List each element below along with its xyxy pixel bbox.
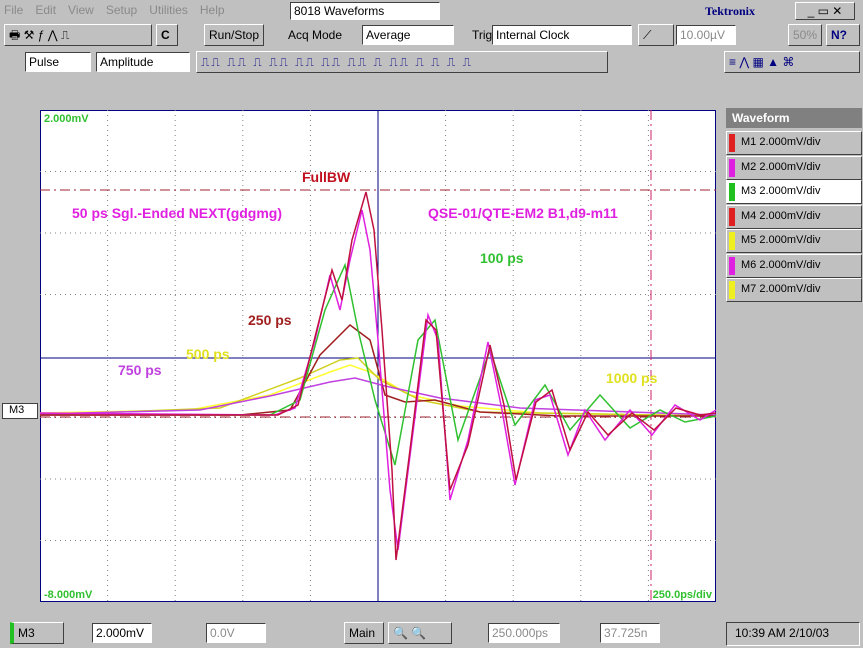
waveform-item[interactable]: M7 2.000mV/div bbox=[726, 278, 862, 302]
menu-item[interactable]: File bbox=[4, 3, 24, 17]
brand: Tektronix bbox=[705, 4, 756, 18]
waveform-item[interactable]: M4 2.000mV/div bbox=[726, 204, 862, 229]
vertical-scale-field[interactable]: 2.000mV bbox=[92, 623, 152, 643]
menu-item[interactable]: Utilities bbox=[149, 3, 188, 17]
slope-button[interactable]: ⟋ bbox=[638, 24, 674, 46]
position-field[interactable]: 37.725n bbox=[600, 623, 660, 643]
bottom-scale-label: -8.000mV bbox=[44, 589, 93, 601]
trig-label: Trig bbox=[472, 28, 493, 42]
zoom-buttons[interactable]: 🔍 🔍 bbox=[388, 622, 452, 644]
label-fullbw: FullBW bbox=[302, 169, 351, 185]
acq-mode-label: Acq Mode bbox=[288, 28, 343, 42]
label-500ps: 500 ps bbox=[186, 346, 230, 362]
color-swatch bbox=[729, 207, 735, 226]
horizontal-scale-field[interactable]: 250.000ps bbox=[488, 623, 560, 643]
label-100ps: 100 ps bbox=[480, 250, 524, 266]
color-swatch bbox=[729, 158, 735, 177]
acq-mode-select[interactable]: Average bbox=[362, 25, 454, 45]
label-250ps: 250 ps bbox=[248, 312, 292, 328]
label-title-left: 50 ps Sgl.-Ended NEXT(gdgmg) bbox=[72, 205, 282, 221]
plot-area: 2.000mV -8.000mV 250.0ps/div FullBW 50 p… bbox=[40, 110, 716, 602]
menu-item[interactable]: Setup bbox=[105, 3, 138, 17]
color-swatch bbox=[729, 256, 735, 275]
channel-marker: M3 bbox=[2, 403, 38, 419]
waveform-fullbw bbox=[40, 191, 716, 561]
waveform-item[interactable]: M5 2.000mV/div bbox=[726, 229, 862, 253]
waveform-750ps bbox=[40, 377, 716, 416]
label-1000ps: 1000 ps bbox=[606, 370, 658, 386]
waveform-item[interactable]: M2 2.000mV/div bbox=[726, 155, 862, 180]
parameter-select[interactable]: Amplitude bbox=[96, 52, 190, 72]
color-swatch bbox=[729, 183, 735, 201]
clock: 10:39 AM 2/10/03 bbox=[726, 622, 860, 646]
waveform-item[interactable]: M3 2.000mV/div bbox=[726, 180, 862, 204]
waveform-250ps bbox=[40, 324, 716, 417]
grid bbox=[40, 110, 716, 602]
waveform-item[interactable]: M1 2.000mV/div bbox=[726, 131, 862, 155]
color-swatch bbox=[729, 134, 735, 152]
color-swatch bbox=[729, 281, 735, 299]
timebase-button[interactable]: Main bbox=[344, 622, 384, 644]
label-750ps: 750 ps bbox=[118, 362, 162, 378]
display-icons[interactable]: ≡ ⋀ ▦ ▲ ⌘ bbox=[724, 51, 860, 73]
waveform-item[interactable]: M6 2.000mV/div bbox=[726, 253, 862, 278]
panel-title: Waveform bbox=[726, 108, 862, 128]
offset-field[interactable]: 0.0V bbox=[206, 623, 266, 643]
window-controls[interactable]: _ ▭ ✕ bbox=[795, 2, 855, 20]
waveform-500ps bbox=[40, 357, 716, 417]
c-button[interactable]: C bbox=[156, 24, 178, 46]
waveform-100ps bbox=[40, 262, 716, 466]
window-title: 8018 Waveforms bbox=[290, 2, 440, 20]
icon-buttons[interactable]: 🖶 ⚒ ƒ ⋀ ⎍ bbox=[4, 24, 152, 46]
menu-item[interactable]: Help bbox=[199, 3, 225, 17]
menu-bar: File Edit View Setup Utilities Help bbox=[4, 3, 237, 21]
menu-item[interactable]: Edit bbox=[35, 3, 57, 17]
help-button[interactable]: N? bbox=[826, 24, 860, 46]
menu-item[interactable]: View bbox=[68, 3, 94, 17]
measurement-icons[interactable]: ⎍⎍ ⎍⎍ ⎍ ⎍⎍ ⎍⎍ ⎍⎍ ⎍⎍ ⎍ ⎍⎍ ⎍ ⎍ ⎍ ⎍ bbox=[196, 51, 608, 73]
time-scale-label: 250.0ps/div bbox=[653, 589, 713, 601]
run-stop-button[interactable]: Run/Stop bbox=[204, 24, 265, 46]
measurement-select[interactable]: Pulse bbox=[25, 52, 91, 72]
level-field[interactable]: 10.00µV bbox=[676, 25, 736, 45]
color-swatch bbox=[729, 232, 735, 250]
trig-select[interactable]: Internal Clock bbox=[492, 25, 632, 45]
label-title-right: QSE-01/QTE-EM2 B1,d9-m11 bbox=[428, 205, 618, 221]
percent-button[interactable]: 50% bbox=[788, 24, 822, 46]
top-scale-label: 2.000mV bbox=[44, 113, 89, 125]
waveform-1000ps bbox=[40, 364, 716, 417]
status-channel[interactable]: M3 bbox=[10, 622, 64, 644]
